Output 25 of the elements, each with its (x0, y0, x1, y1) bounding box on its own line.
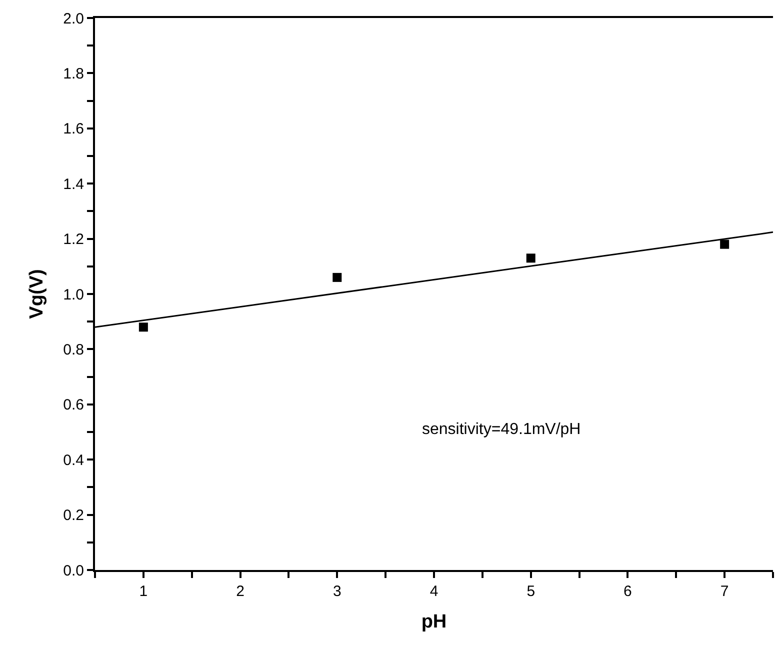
y-tick-label: 0.2 (63, 507, 84, 524)
x-tick-label: 3 (332, 583, 342, 600)
x-tick-label: 5 (526, 583, 536, 600)
x-tick-label: 4 (430, 583, 438, 600)
x-tick-label: 7 (720, 583, 729, 600)
x-tick-label: 1 (139, 583, 148, 600)
y-tick-label: 1.2 (63, 231, 84, 248)
y-tick-label: 1.8 (63, 65, 84, 82)
x-axis-title: pH (421, 611, 447, 632)
x-tick-label: 2 (236, 583, 244, 600)
y-tick-label: 1.0 (63, 286, 84, 304)
y-tick-label: 1.4 (63, 176, 84, 193)
point (526, 254, 536, 263)
annotation: sensitivity=49.1mV/pH (422, 421, 581, 438)
y-axis-title: Vg(V) (26, 269, 48, 319)
y-tick-label: 0.8 (63, 341, 84, 358)
y-tick-label: 0.4 (63, 452, 84, 469)
text: 0.0 (63, 562, 84, 580)
point (720, 240, 730, 249)
y-tick-label: 2.0 (63, 10, 84, 28)
y-tick-label: 0.6 (63, 396, 84, 414)
point (332, 272, 342, 282)
x-tick-label: 6 (624, 583, 632, 600)
point (138, 322, 148, 332)
y-tick-label: 1.6 (63, 120, 84, 138)
